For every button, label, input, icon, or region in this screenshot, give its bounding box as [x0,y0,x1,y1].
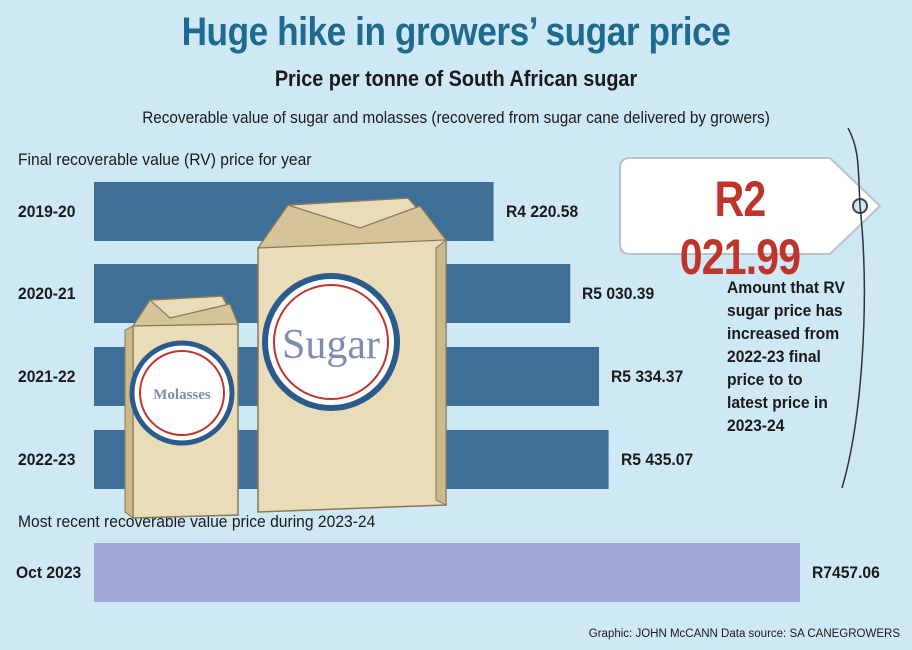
price-tag-shape [619,157,882,255]
value-label: R4 220.58 [505,202,578,221]
value-label: R5 030.39 [582,284,655,303]
price-tag-note: Amount that RV sugar price has increased… [727,278,845,435]
chart-title: Huge hike in growers’ sugar price [181,10,731,54]
annual-section-label: Final recoverable value (RV) price for y… [18,150,312,169]
price-tag-string [847,127,861,207]
molasses-bag-label: Molasses [153,387,211,403]
value-label: R7457.06 [812,563,880,582]
price-tag-value: R2 021.99 [679,171,801,285]
chart-subtitle: Price per tonne of South African sugar [274,66,638,91]
molasses-bag-top [131,299,239,327]
molasses-bag-side [124,325,134,519]
category-label: 2020-21 [18,284,76,303]
molasses-badge-inner [139,350,225,436]
credit-line: Graphic: JOHN McCANN Data source: SA CAN… [588,628,900,640]
sugar-badge-inner [273,284,389,400]
sugar-bags-illustration: Sugar Molasses [124,197,448,519]
category-label: 2022-23 [18,450,76,469]
category-label: 2019-20 [18,202,76,221]
sugar-bag-label: Sugar [282,322,380,368]
category-label: Oct 2023 [16,563,82,582]
sugar-bag-side [435,238,447,506]
category-label: 2021-22 [18,367,76,386]
bar-oct-2023 [94,543,800,602]
price-tag [619,127,882,489]
price-tag-string-lower [841,205,866,489]
value-label: R5 435.07 [620,450,693,469]
value-label: R5 334.37 [611,367,684,386]
chart-description: Recoverable value of sugar and molasses … [142,108,770,127]
sugar-bag-top [256,204,448,249]
recent-section-label: Most recent recoverable value price duri… [18,512,376,531]
